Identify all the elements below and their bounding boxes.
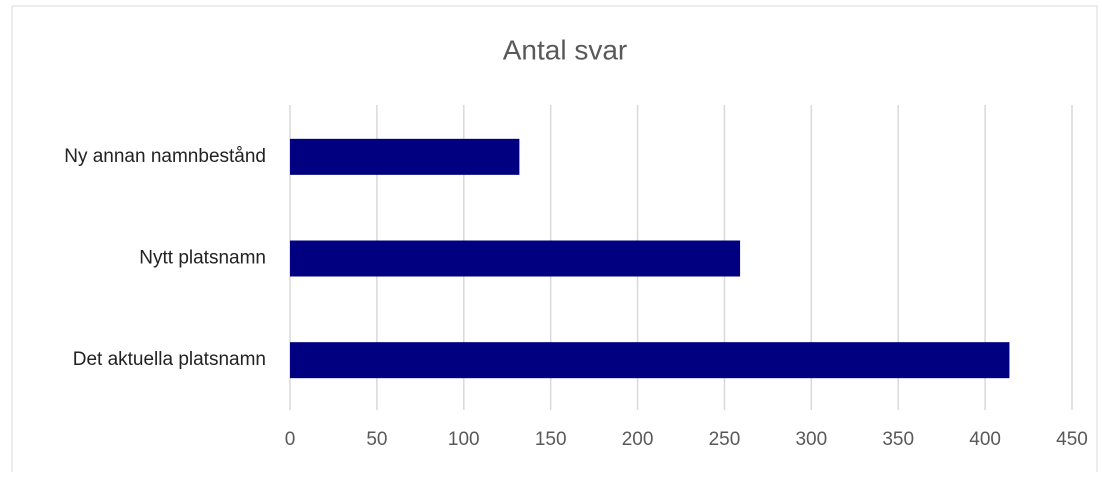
y-tick-label: Det aktuella platsnamn [73, 349, 266, 370]
x-tick-label: 450 [1056, 429, 1088, 450]
x-tick-label: 250 [709, 429, 741, 450]
bar [290, 138, 520, 175]
bar [290, 240, 741, 277]
y-tick-label: Nytt platsnamn [139, 248, 266, 269]
x-tick-label: 400 [969, 429, 1001, 450]
x-tick-label: 300 [795, 429, 827, 450]
x-tick-label: 200 [622, 429, 654, 450]
x-tick-label: 350 [882, 429, 914, 450]
x-tick-label: 50 [366, 429, 387, 450]
x-tick-label: 150 [535, 429, 567, 450]
y-tick-label: Ny annan namnbestånd [64, 146, 266, 167]
bar [290, 342, 1010, 379]
chart-frame [11, 5, 1098, 477]
x-tick-label: 0 [285, 429, 296, 450]
x-tick-label: 100 [448, 429, 480, 450]
chart-title: Antal svar [503, 34, 628, 65]
